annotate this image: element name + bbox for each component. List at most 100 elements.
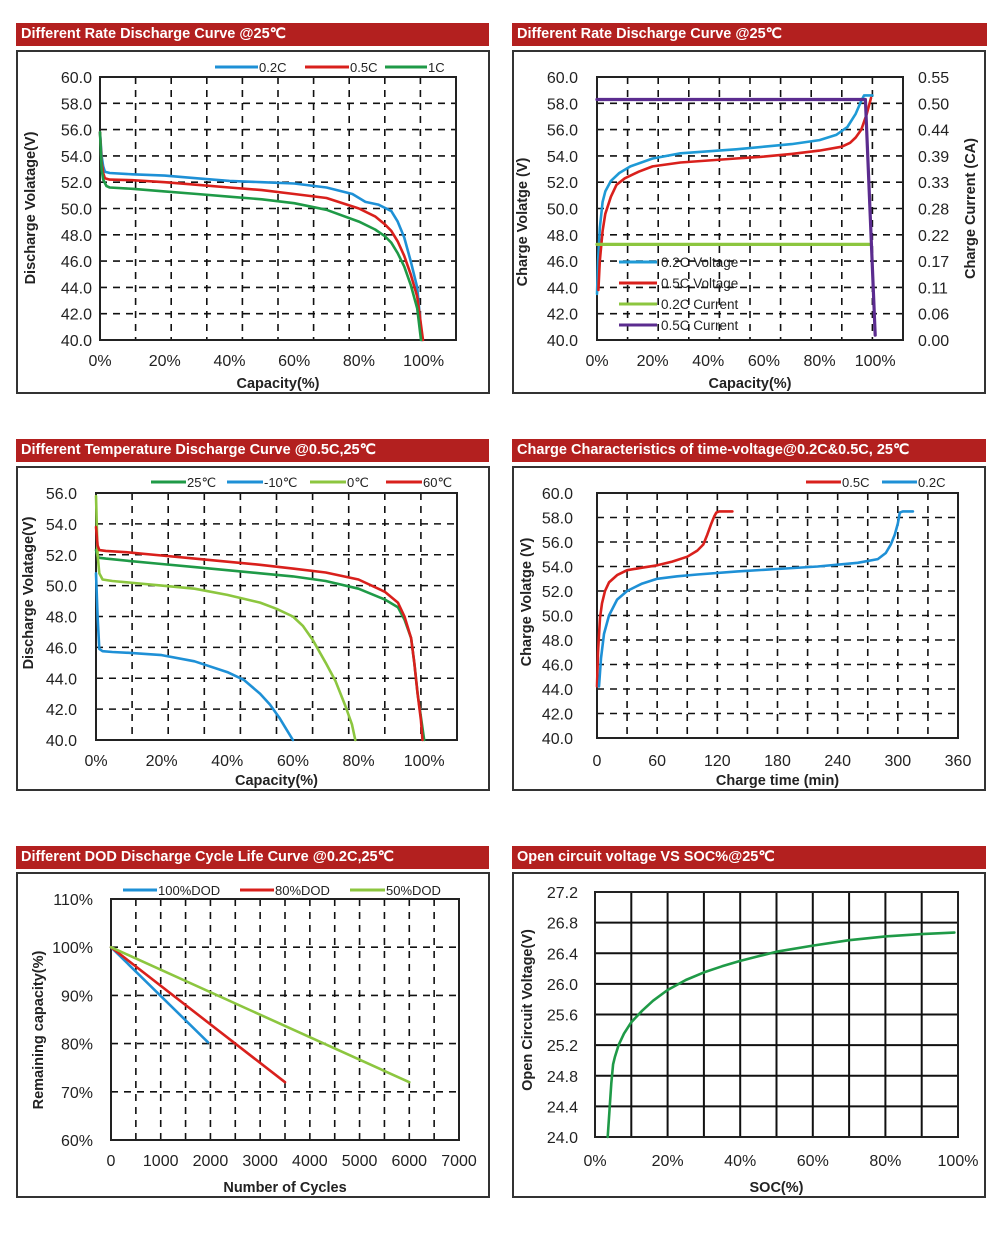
y-tick-label: 44.0	[547, 280, 578, 297]
plot-area-border	[110, 898, 460, 1141]
chart-title: Charge Characteristics of time-voltage@0…	[512, 439, 986, 462]
plot-area-border	[99, 76, 457, 341]
x-tick-label: 240	[824, 753, 851, 770]
series-line-60-	[94, 525, 424, 742]
x-tick-label: 60%	[278, 353, 310, 370]
y-tick-label: 80%	[61, 1037, 93, 1054]
series-line-ocv	[606, 931, 956, 1139]
y-tick-label: 48.0	[46, 610, 77, 627]
x-tick-label: 40%	[692, 353, 724, 370]
series-line-0-5c	[98, 130, 425, 342]
y-tick-label: 50.0	[542, 609, 573, 626]
y-tick-label: 56.0	[61, 123, 92, 140]
x-tick-label: 60%	[748, 353, 780, 370]
x-tick-label: 0%	[88, 353, 111, 370]
y-tick-label: 48.0	[61, 228, 92, 245]
y2-tick-label: 0.33	[918, 175, 949, 192]
series-line-0-2c	[597, 510, 915, 688]
y2-tick-label: 0.55	[918, 70, 949, 87]
y-tick-label: 40.0	[542, 731, 573, 748]
x-tick-label: 40%	[724, 1153, 756, 1170]
chart-title: Different Rate Discharge Curve @25℃	[16, 23, 489, 46]
y-tick-label: 44.0	[61, 280, 92, 297]
legend-label: 0.2C	[259, 60, 286, 75]
y-tick-label: 54.0	[547, 149, 578, 166]
y2-tick-label: 0.00	[918, 333, 949, 350]
series-line-1c	[98, 130, 423, 342]
y-tick-label: 54.0	[542, 560, 573, 577]
x-tick-label: 100%	[938, 1153, 979, 1170]
x-tick-label: 80%	[343, 753, 375, 770]
y-tick-label: 54.0	[61, 149, 92, 166]
y-tick-label: 110%	[53, 892, 93, 909]
y-tick-label: 70%	[61, 1085, 93, 1102]
y-axis-title: Discharge Volatage(V)	[21, 516, 37, 669]
plot-area-border	[594, 891, 959, 1138]
y-tick-label: 46.0	[61, 254, 92, 271]
x-tick-label: 20%	[637, 353, 669, 370]
x-tick-label: 100%	[855, 353, 896, 370]
legend-label: 0℃	[347, 475, 369, 490]
legend-label: 0.5C	[842, 475, 869, 490]
x-tick-label: 4000	[292, 1153, 328, 1170]
series-line-80-dod	[109, 945, 287, 1084]
y-tick-label: 42.0	[46, 702, 77, 719]
chart-title: Different Rate Discharge Curve @25℃	[512, 23, 987, 46]
series-line-0-2c-voltage	[595, 94, 874, 296]
y-tick-label: 50.0	[46, 579, 77, 596]
x-tick-label: 7000	[441, 1153, 477, 1170]
y-tick-label: 54.0	[46, 517, 77, 534]
series-line-0-5c-voltage	[597, 96, 873, 292]
y2-tick-label: 0.44	[918, 123, 949, 140]
y-tick-label: 42.0	[547, 307, 578, 324]
series-line-0-	[94, 494, 357, 742]
x-tick-label: 80%	[869, 1153, 901, 1170]
legend-label: 100%DOD	[158, 883, 220, 898]
series-line-0-5c	[595, 510, 734, 688]
legend-label: 80%DOD	[275, 883, 330, 898]
legend-label: 0.5C Current	[661, 318, 739, 333]
chart-frame	[512, 50, 986, 394]
y-tick-label: 58.0	[547, 96, 578, 113]
x-tick-label: 6000	[391, 1153, 427, 1170]
legend-label: 50%DOD	[386, 883, 441, 898]
y-tick-label: 24.8	[547, 1069, 578, 1086]
x-tick-label: 60	[648, 753, 666, 770]
y-tick-label: 50.0	[547, 202, 578, 219]
plot-area-border	[95, 492, 458, 741]
y-tick-label: 44.0	[46, 671, 77, 688]
y-tick-label: 52.0	[547, 175, 578, 192]
y2-tick-label: 0.39	[918, 149, 949, 166]
y-tick-label: 48.0	[547, 228, 578, 245]
y-tick-label: 26.4	[547, 946, 578, 963]
x-axis-title: Number of Cycles	[223, 1180, 346, 1196]
x-tick-label: 5000	[342, 1153, 378, 1170]
x-tick-label: 20%	[652, 1153, 684, 1170]
y2-tick-label: 0.11	[918, 280, 948, 297]
x-tick-label: 300	[884, 753, 911, 770]
y-tick-label: 24.4	[547, 1099, 578, 1116]
x-axis-title: Charge time (min)	[716, 773, 839, 789]
y-tick-label: 50.0	[61, 202, 92, 219]
y-tick-label: 58.0	[61, 96, 92, 113]
chart-frame	[512, 466, 986, 791]
x-tick-label: 100%	[404, 753, 445, 770]
x-axis-title: Capacity(%)	[235, 773, 318, 789]
legend-label: 0.5C	[350, 60, 377, 75]
y-tick-label: 58.0	[542, 511, 573, 528]
y2-tick-label: 0.50	[918, 96, 949, 113]
x-tick-label: 0%	[583, 1153, 606, 1170]
y-tick-label: 24.0	[547, 1130, 578, 1147]
y-tick-label: 40.0	[61, 333, 92, 350]
y-tick-label: 44.0	[542, 682, 573, 699]
y-axis-title: Remaining capacity(%)	[31, 950, 47, 1109]
y-tick-label: 46.0	[547, 254, 578, 271]
y-axis-title: Open Circuit Voltage(V)	[520, 929, 536, 1091]
x-tick-label: 40%	[213, 353, 245, 370]
chart-frame	[512, 872, 986, 1198]
x-tick-label: 80%	[343, 353, 375, 370]
series-line-0-5c-current	[595, 97, 877, 337]
